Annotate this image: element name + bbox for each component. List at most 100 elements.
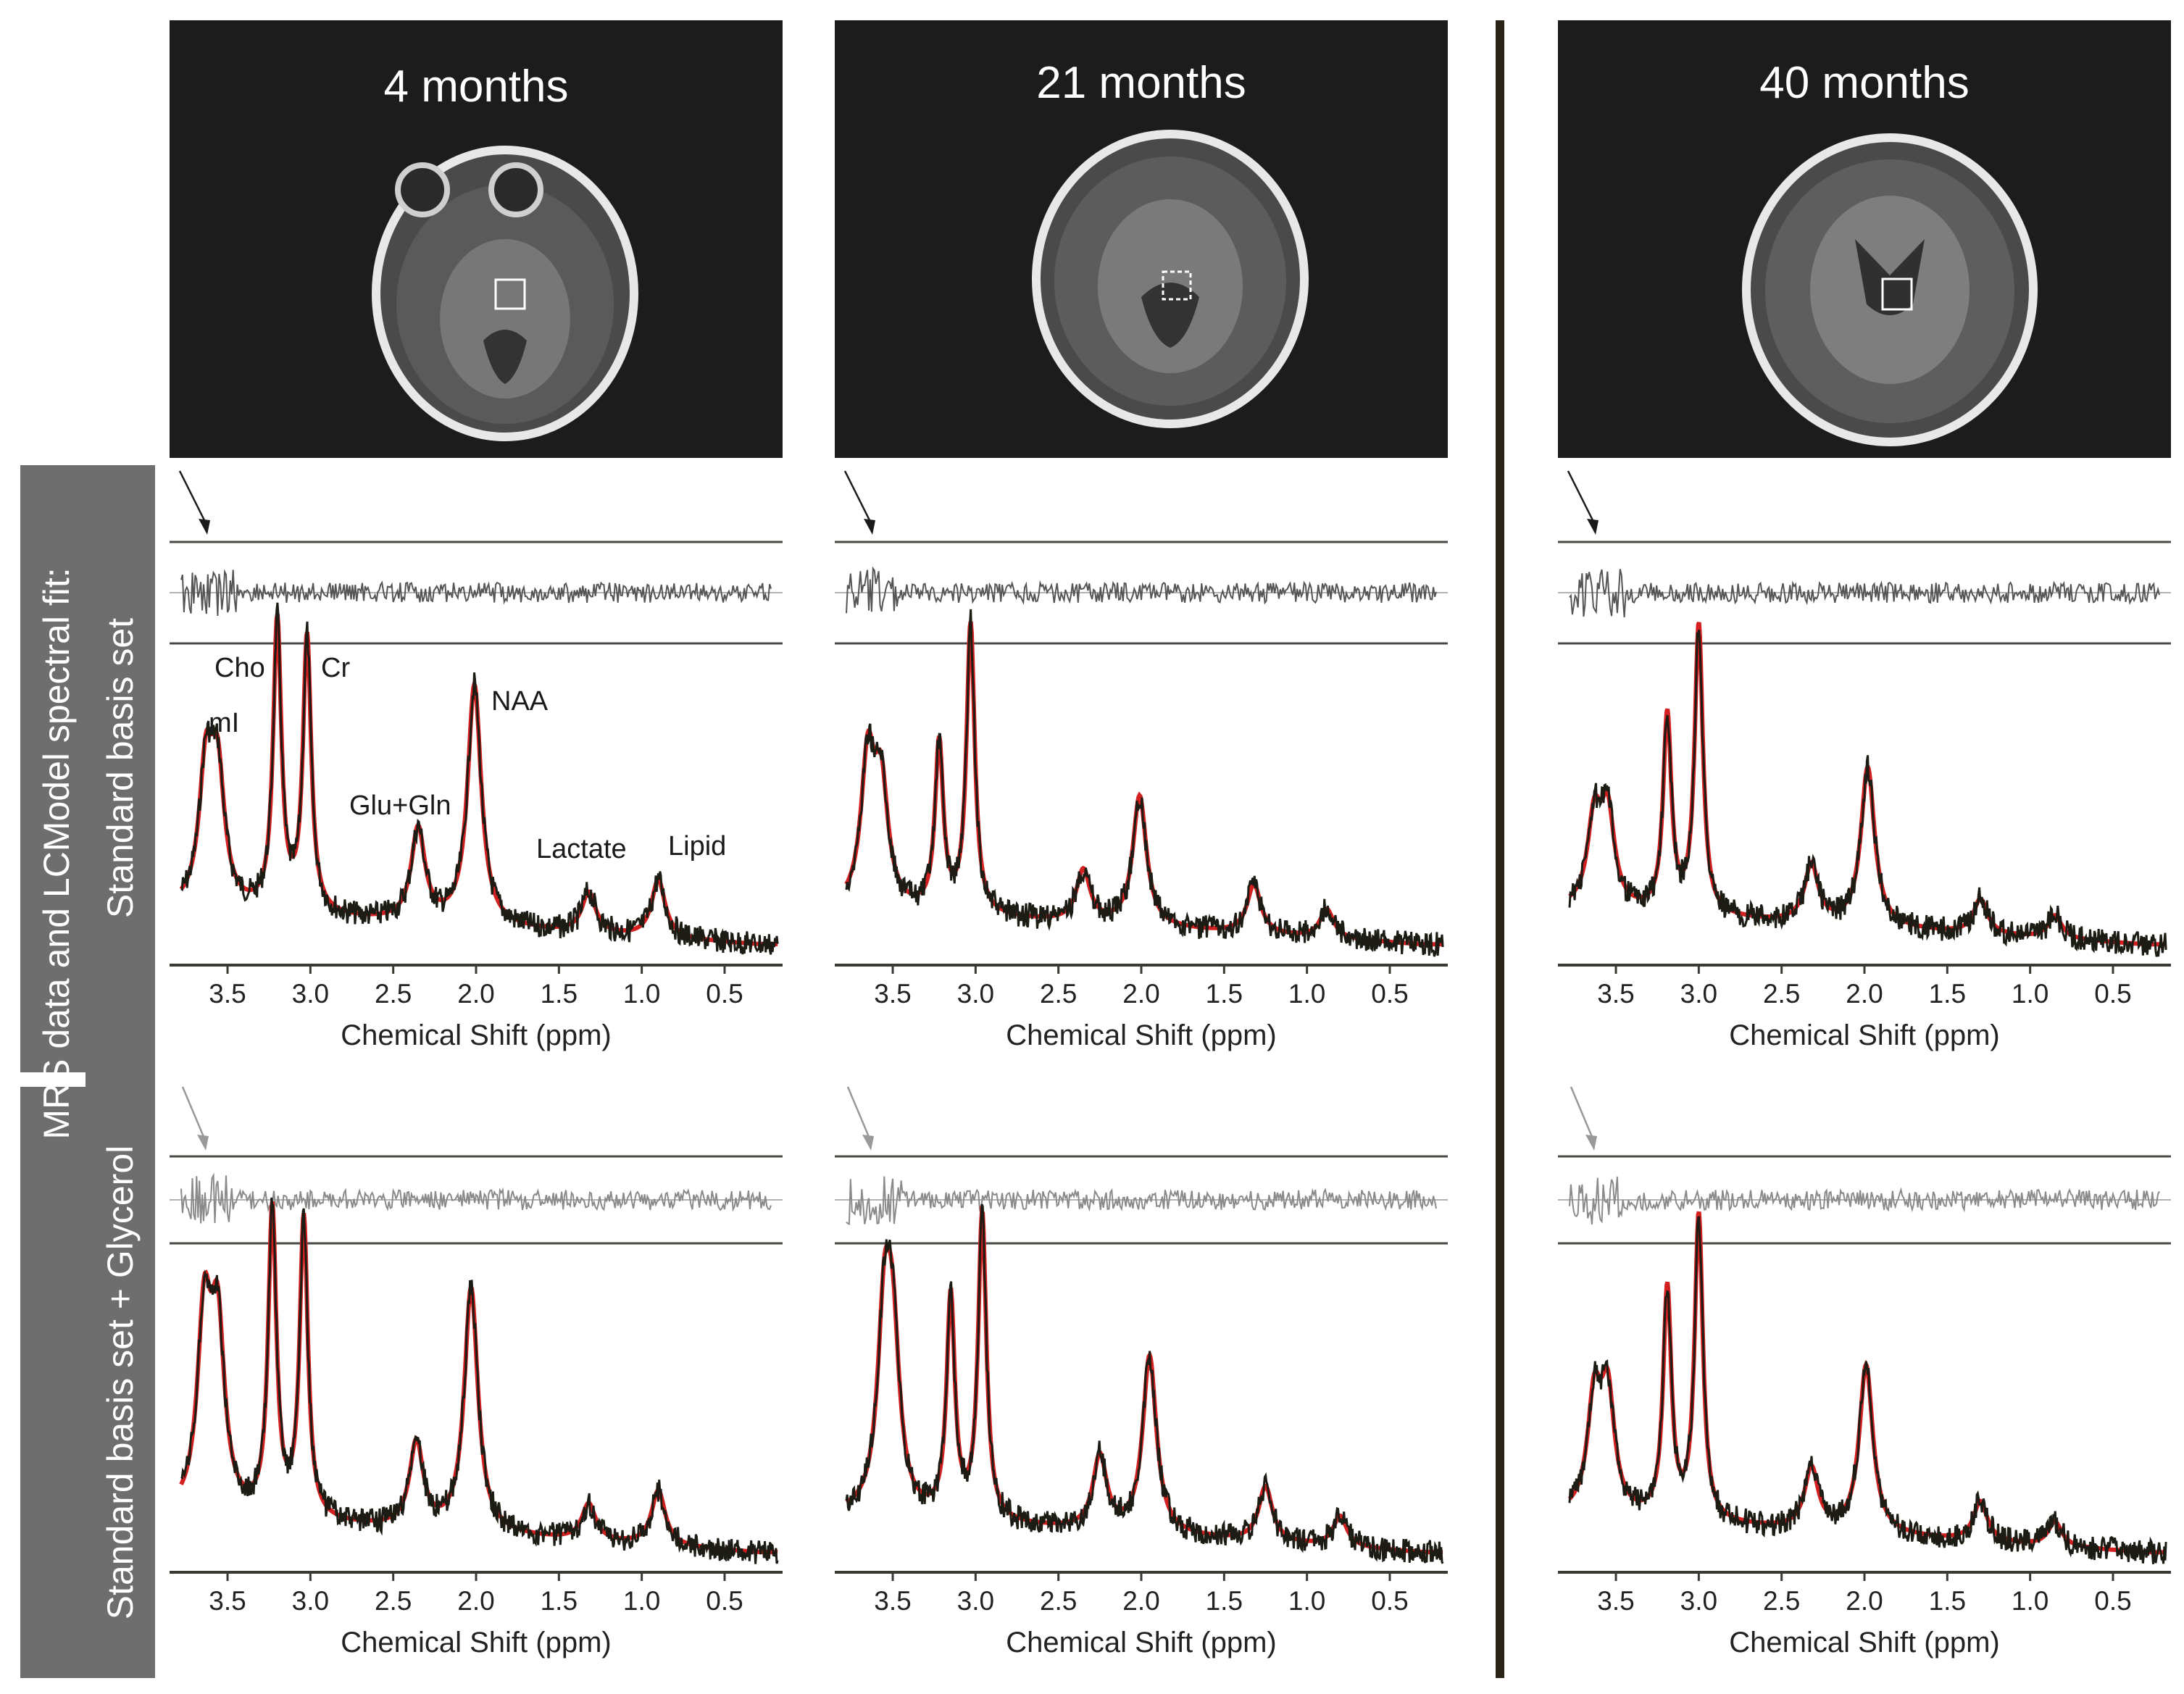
x-tick-label: 1.0 [1288,979,1325,1009]
x-tick-label: 2.0 [1846,1586,1883,1616]
spectra-layer: 3.5 3.0 2.5 2.0 1.5 1.0 0.5 Chemical Shift (ppm… [170,470,2171,1658]
x-tick-label: 1.5 [541,1586,578,1616]
x-tick-label: 3.5 [1597,979,1634,1009]
peak-label-naa: NAA [491,686,549,717]
residual-arrow [1567,470,1597,527]
x-axis-label: Chemical Shift (ppm) [341,1627,611,1658]
x-tick-label: 3.5 [1597,1586,1634,1616]
x-tick-label: 3.5 [209,1586,246,1616]
fit-trace [1568,622,2167,947]
residual-arrowhead [1587,519,1599,535]
spectrum-panel: 3.5 3.0 2.5 2.0 1.5 1.0 0.5 Chemical Shift (ppm… [1558,470,2171,1051]
x-axis-label: Chemical Shift (ppm) [1006,1019,1276,1051]
x-tick-label: 2.0 [457,979,494,1009]
residual-arrowhead [862,1135,874,1151]
peak-label-mI: mI [209,708,239,738]
x-tick-label: 3.5 [874,979,911,1009]
residual-trace [1569,569,2160,618]
fit-trace [179,614,778,946]
residual-trace [1569,1176,2160,1225]
x-tick-label: 0.5 [706,1586,743,1616]
band-row2 [20,1087,155,1678]
x-tick-label: 2.0 [1846,979,1883,1009]
x-tick-label: 1.0 [2012,979,2048,1009]
x-tick-label: 1.0 [623,979,660,1009]
x-tick-label: 2.5 [1040,1586,1077,1616]
residual-arrowhead [197,1135,209,1151]
row-label-band: MRS data and LCModel spectral fit: Stand… [20,465,155,1678]
voxel-box [494,278,526,310]
x-tick-label: 3.0 [1680,979,1717,1009]
fit-trace [1567,1211,2167,1555]
band-row1 [20,465,155,1072]
peak-label-cho: Cho [214,653,265,683]
data-trace [845,1203,1444,1564]
x-tick-label: 1.0 [623,1586,660,1616]
residual-trace [846,1176,1437,1225]
peak-label-lipid: Lipid [668,831,726,861]
mri-panel-40m: 40 months [1558,20,2171,458]
peak-labels: mI Cho Cr Glu+Gln NAA Lactate Lipid [209,653,726,864]
peak-label-glu-gln: Glu+Gln [349,790,451,821]
ventricles [1855,239,1925,315]
x-tick-label: 2.5 [1763,1586,1800,1616]
voxel-box [1162,270,1192,301]
x-tick-label: 2.0 [457,1586,494,1616]
right-eye [488,162,543,217]
x-tick-label: 3.0 [292,979,329,1009]
x-tick-label: 3.0 [1680,1586,1717,1616]
x-tick-label: 3.5 [874,1586,911,1616]
x-axis-label: Chemical Shift (ppm) [1729,1627,1999,1658]
mri-panel-4m: 4 months [170,20,783,458]
x-tick-label: 2.5 [375,979,412,1009]
spectrum-panel: 3.5 3.0 2.5 2.0 1.5 1.0 0.5 Chemical Shift (ppm… [835,1086,1448,1658]
x-tick-label: 0.5 [1371,979,1408,1009]
data-trace [1568,630,2167,957]
x-tick-label: 0.5 [2094,979,2131,1009]
band-row2-connector [86,1072,155,1087]
x-tick-label: 0.5 [1371,1586,1408,1616]
x-tick-label: 2.0 [1122,1586,1159,1616]
x-tick-label: 0.5 [706,979,743,1009]
x-tick-label: 2.5 [1040,979,1077,1009]
data-trace [1568,1216,2167,1564]
x-tick-label: 1.5 [1206,1586,1243,1616]
residual-arrow [846,1086,872,1143]
voxel-box [1881,278,1913,311]
residual-arrow [843,470,874,527]
x-axis-label: Chemical Shift (ppm) [1006,1627,1276,1658]
residual-arrowhead [1585,1135,1597,1151]
peak-label-cr: Cr [321,653,350,683]
x-axis-label: Chemical Shift (ppm) [341,1019,611,1051]
peak-label-lactate: Lactate [536,834,627,864]
residual-arrowhead [864,519,875,535]
mri-title: 4 months [383,62,568,112]
x-tick-label: 1.5 [1929,979,1966,1009]
data-trace [180,1197,779,1564]
x-axis-label: Chemical Shift (ppm) [1729,1019,1999,1051]
mri-title: 40 months [1759,58,1970,108]
white-matter [440,239,570,399]
spectrum-panel: 3.5 3.0 2.5 2.0 1.5 1.0 0.5 Chemical Shift (ppm… [1558,1086,2171,1658]
x-tick-label: 3.0 [292,1586,329,1616]
residual-arrow [181,1086,207,1143]
x-tick-label: 1.5 [1929,1586,1966,1616]
row2-label: Standard basis set + Glycerol [100,1146,141,1620]
data-trace [845,609,1444,957]
residual-arrowhead [199,519,210,535]
outer-row-label: MRS data and LCModel spectral fit: [36,567,77,1139]
x-tick-label: 1.5 [541,979,578,1009]
residual-arrow [178,470,209,527]
x-tick-label: 2.5 [375,1586,412,1616]
data-trace [180,602,779,955]
x-tick-label: 1.5 [1206,979,1243,1009]
x-tick-label: 3.5 [209,979,246,1009]
left-eye [395,162,450,217]
x-tick-label: 3.0 [957,1586,994,1616]
x-tick-label: 3.0 [957,979,994,1009]
mri-panel-21m: 21 months [835,20,1448,458]
row1-label: Standard basis set [100,618,141,918]
x-tick-label: 2.5 [1763,979,1800,1009]
residual-trace [180,1172,772,1224]
